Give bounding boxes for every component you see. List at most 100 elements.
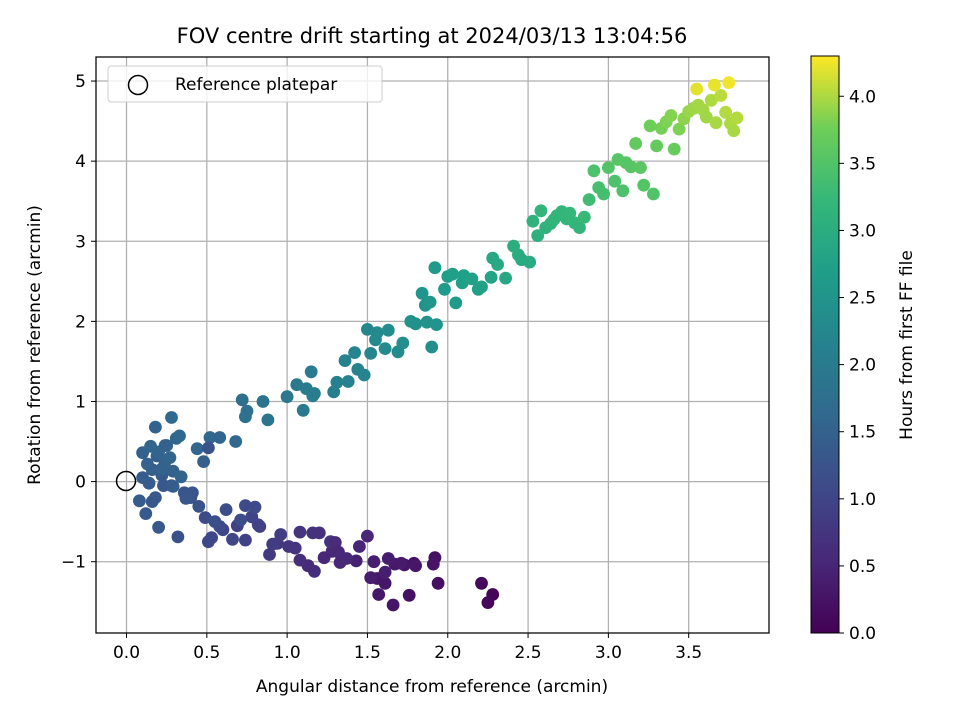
colorbar-tick-label: 0.5 — [849, 557, 876, 577]
scatter-point — [446, 267, 459, 281]
x-tick-label: 2.0 — [434, 643, 461, 663]
scatter-point — [296, 403, 310, 417]
scatter-point — [266, 537, 280, 551]
scatter-point — [349, 554, 363, 568]
scatter-point — [190, 442, 204, 456]
x-tick-label: 0.0 — [113, 643, 140, 663]
scatter-point — [312, 526, 326, 540]
scatter-point — [484, 270, 498, 284]
scatter-point — [637, 178, 651, 192]
legend: Reference platepar — [107, 65, 383, 103]
grid-lines — [96, 57, 769, 633]
scatter-point — [171, 530, 185, 544]
colorbar-ticks: 0.0 0.5 1.0 1.5 2.0 2.5 3.0 3.5 4.0 — [839, 87, 876, 644]
scatter-point — [367, 555, 381, 569]
scatter-point — [197, 455, 211, 468]
legend-box — [107, 65, 383, 103]
x-tick-label: 0.5 — [193, 643, 220, 663]
scatter-point — [293, 553, 307, 567]
y-axis-label: Rotation from reference (arcmin) — [25, 205, 45, 485]
scatter-point — [647, 187, 660, 201]
scatter-point — [152, 520, 166, 534]
scatter-point — [449, 296, 463, 310]
scatter-point — [425, 340, 439, 354]
scatter-point — [348, 346, 361, 359]
scatter-point — [205, 531, 219, 545]
scatter-point — [364, 571, 378, 585]
scatter-point — [608, 174, 622, 188]
y-tick-label: 1 — [75, 392, 86, 412]
colorbar-tick-label: 2.0 — [849, 356, 876, 376]
scatter-point — [582, 193, 596, 207]
scatter-point — [234, 513, 248, 527]
scatter-point — [719, 105, 732, 119]
scatter-point — [650, 139, 663, 153]
scatter-point — [338, 354, 352, 367]
scatter-point — [208, 515, 222, 528]
scatter-point — [672, 122, 686, 136]
scatter-point — [381, 323, 395, 337]
scatter-point — [690, 82, 704, 96]
scatter-point — [378, 342, 392, 355]
scatter-point — [667, 142, 681, 156]
scatter-point — [616, 184, 630, 198]
scatter-point — [409, 559, 422, 573]
x-tick-label: 1.0 — [274, 643, 301, 663]
y-axis-ticks: −1 0 1 2 3 4 5 — [61, 72, 96, 573]
scatter-point — [465, 272, 479, 286]
x-tick-label: 2.5 — [515, 643, 542, 663]
scatter-point — [145, 495, 159, 508]
y-tick-label: 5 — [75, 72, 86, 92]
colorbar-tick-label: 1.5 — [849, 423, 876, 443]
scatter-point — [158, 439, 172, 452]
scatter-point — [481, 596, 495, 609]
scatter-point — [364, 347, 378, 360]
scatter-point — [280, 390, 294, 404]
scatter-point — [426, 557, 440, 571]
scatter-point — [155, 462, 169, 476]
scatter-point — [523, 255, 537, 269]
scatter-point — [730, 111, 744, 125]
scatter-point — [274, 528, 288, 541]
scatter-point — [357, 368, 371, 382]
scatter-point — [248, 500, 262, 514]
scatter-point — [714, 89, 728, 102]
scatter-point — [431, 576, 445, 590]
scatter-point — [198, 511, 212, 524]
scatter-point — [282, 540, 296, 553]
scatter-point — [306, 389, 320, 403]
scatter-point — [149, 420, 162, 434]
y-tick-label: 4 — [75, 152, 86, 172]
scatter-point — [341, 375, 355, 388]
scatter-point — [328, 536, 342, 549]
scatter-point — [378, 565, 392, 579]
scatter-point — [219, 503, 233, 516]
scatter-point — [475, 576, 488, 590]
scatter-point — [263, 548, 276, 561]
y-tick-label: 3 — [75, 232, 86, 252]
scatter-point — [386, 598, 400, 612]
chart-title: FOV centre drift starting at 2024/03/13 … — [177, 24, 688, 48]
x-tick-label: 1.5 — [354, 643, 381, 663]
x-tick-label: 3.5 — [675, 643, 702, 663]
scatter-point — [332, 545, 345, 559]
scatter-point — [229, 435, 243, 448]
scatter-point — [226, 532, 239, 546]
colorbar-tick-label: 4.0 — [849, 87, 876, 107]
scatter-point — [629, 137, 643, 150]
scatter-point — [136, 471, 150, 484]
scatter-point — [372, 588, 386, 601]
scatter-point — [293, 525, 307, 539]
scatter-point — [163, 451, 177, 464]
colorbar-tick-label: 2.5 — [849, 289, 876, 309]
scatter-point — [213, 431, 227, 444]
legend-marker-icon — [127, 74, 149, 96]
scatter-point — [475, 280, 488, 294]
scatter-point — [534, 204, 548, 218]
scatter-point — [597, 187, 610, 201]
scatter-point — [192, 500, 206, 513]
scatter-point — [203, 431, 217, 444]
scatter-point — [179, 492, 193, 505]
x-tick-label: 3.0 — [595, 643, 622, 663]
